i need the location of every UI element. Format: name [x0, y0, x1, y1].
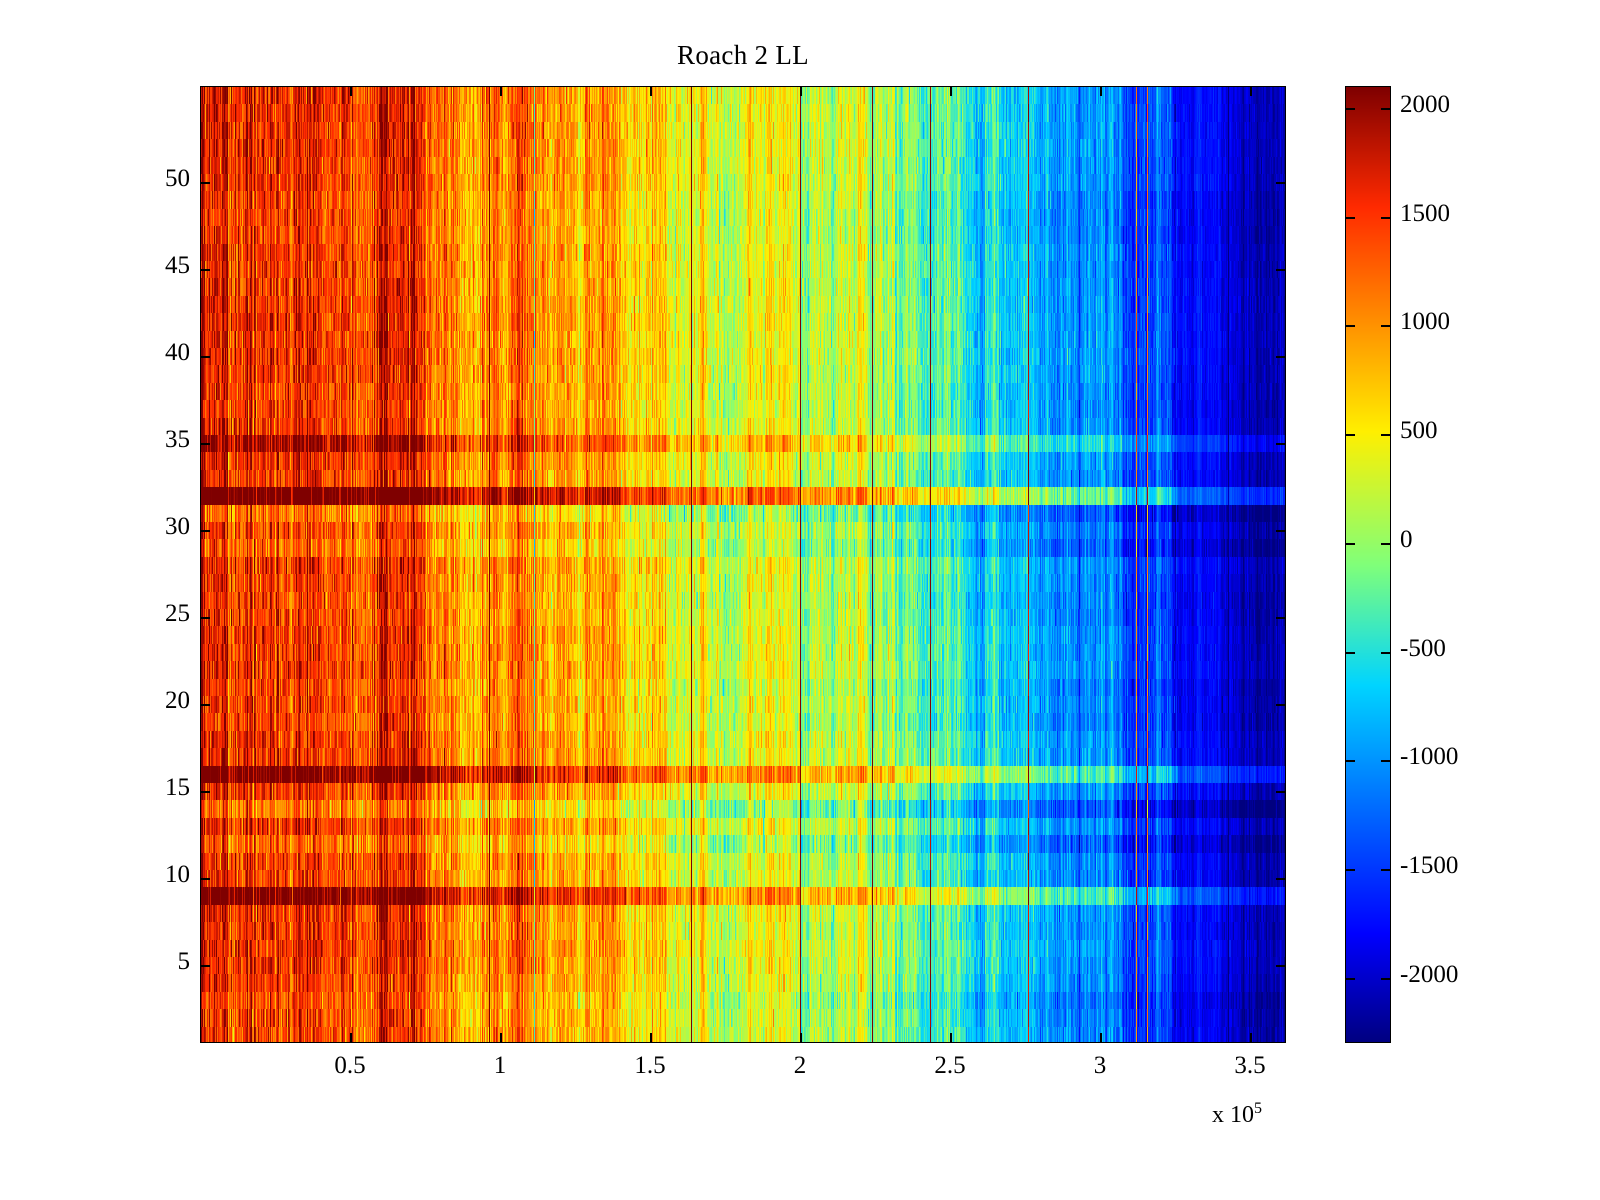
colorbar-tick-label: 1500 [1400, 199, 1450, 227]
colorbar-tick-mark-right [1381, 869, 1390, 871]
x-exponent-power: 5 [1254, 1100, 1262, 1117]
colorbar-tick-label: 0 [1400, 525, 1413, 553]
colorbar-tick-mark-right [1381, 760, 1390, 763]
colorbar-tick-mark-right [1381, 977, 1390, 980]
colorbar-tick-label: 2000 [1400, 90, 1450, 118]
colorbar-tick-mark [1346, 651, 1355, 654]
y-tick-mark-right [1276, 442, 1286, 445]
colorbar-tick-label: -500 [1400, 634, 1446, 662]
colorbar-tick-label: 1000 [1400, 308, 1450, 336]
y-tick-mark [200, 442, 210, 445]
y-tick-label: 5 [177, 947, 191, 975]
y-tick-label: 15 [165, 773, 190, 801]
colorbar-gradient [1346, 87, 1390, 1042]
y-tick-label: 25 [165, 599, 190, 627]
colorbar-tick-mark [1346, 216, 1355, 219]
x-tick-label: 3.5 [1234, 1052, 1266, 1079]
colorbar-tick-mark [1346, 977, 1355, 980]
y-tick-mark [200, 964, 210, 967]
x-tick-mark [1100, 1033, 1102, 1043]
y-tick-label: 30 [165, 512, 190, 540]
heatmap-axes[interactable] [200, 86, 1286, 1043]
x-tick-label: 1.5 [634, 1052, 666, 1079]
x-tick-mark-top [500, 86, 502, 96]
y-tick-label: 20 [165, 686, 190, 714]
y-tick-mark [200, 790, 210, 793]
colorbar-tick-mark [1346, 434, 1355, 436]
y-tick-mark [200, 355, 210, 358]
x-tick-mark-top [1100, 86, 1102, 96]
x-tick-mark [950, 1033, 952, 1043]
x-exponent-base: x 10 [1212, 1102, 1254, 1128]
colorbar-tick-mark-right [1381, 651, 1390, 654]
x-tick-label: 1 [493, 1052, 507, 1079]
x-tick-mark-top [350, 86, 352, 96]
colorbar-tick-label: -2000 [1400, 960, 1459, 988]
y-tick-mark-right [1276, 964, 1286, 967]
colorbar-tick-mark [1346, 542, 1355, 545]
colorbar-tick-mark-right [1381, 542, 1390, 545]
x-tick-label: 3 [1093, 1052, 1107, 1079]
heatmap-image [201, 87, 1285, 1042]
y-tick-mark-right [1276, 529, 1286, 532]
x-tick-mark [800, 1033, 802, 1043]
y-tick-label: 40 [165, 338, 190, 366]
y-tick-mark-right [1276, 790, 1286, 793]
y-tick-mark [200, 181, 210, 184]
chart-title: Roach 2 LL [677, 40, 809, 70]
colorbar[interactable] [1345, 86, 1391, 1043]
y-tick-mark [200, 616, 210, 619]
colorbar-tick-label: -1000 [1400, 743, 1459, 771]
y-tick-mark-right [1276, 268, 1286, 271]
x-tick-label: 2.5 [934, 1052, 966, 1079]
x-tick-mark-top [950, 86, 952, 96]
y-tick-label: 50 [165, 164, 190, 192]
y-tick-label: 10 [165, 860, 190, 888]
y-tick-label: 45 [165, 251, 190, 279]
colorbar-tick-mark [1346, 760, 1355, 763]
y-tick-mark-right [1276, 703, 1286, 706]
y-tick-mark-right [1276, 616, 1286, 619]
colorbar-tick-label: -1500 [1400, 852, 1459, 879]
x-tick-label: 0.5 [334, 1052, 366, 1079]
y-tick-mark-right [1276, 355, 1286, 358]
y-tick-label: 35 [165, 425, 190, 453]
colorbar-tick-mark-right [1381, 107, 1390, 110]
x-tick-label: 2 [793, 1052, 807, 1079]
x-tick-mark-top [650, 86, 652, 96]
colorbar-tick-label: 500 [1400, 417, 1438, 444]
x-tick-mark [350, 1033, 352, 1043]
y-tick-mark [200, 877, 210, 880]
colorbar-tick-mark [1346, 869, 1355, 871]
x-tick-mark [650, 1033, 652, 1043]
y-tick-mark [200, 703, 210, 706]
y-tick-mark [200, 268, 210, 271]
colorbar-tick-mark-right [1381, 325, 1390, 328]
y-tick-mark-right [1276, 877, 1286, 880]
x-tick-mark-top [800, 86, 802, 96]
x-tick-mark-top [1250, 86, 1252, 96]
x-axis-exponent-label: x 105 [1212, 1100, 1262, 1129]
y-tick-mark [200, 529, 210, 532]
x-tick-mark [500, 1033, 502, 1043]
colorbar-tick-mark [1346, 107, 1355, 110]
y-tick-mark-right [1276, 181, 1286, 184]
colorbar-tick-mark [1346, 325, 1355, 328]
colorbar-tick-mark-right [1381, 216, 1390, 219]
colorbar-tick-mark-right [1381, 434, 1390, 436]
x-tick-mark [1250, 1033, 1252, 1043]
